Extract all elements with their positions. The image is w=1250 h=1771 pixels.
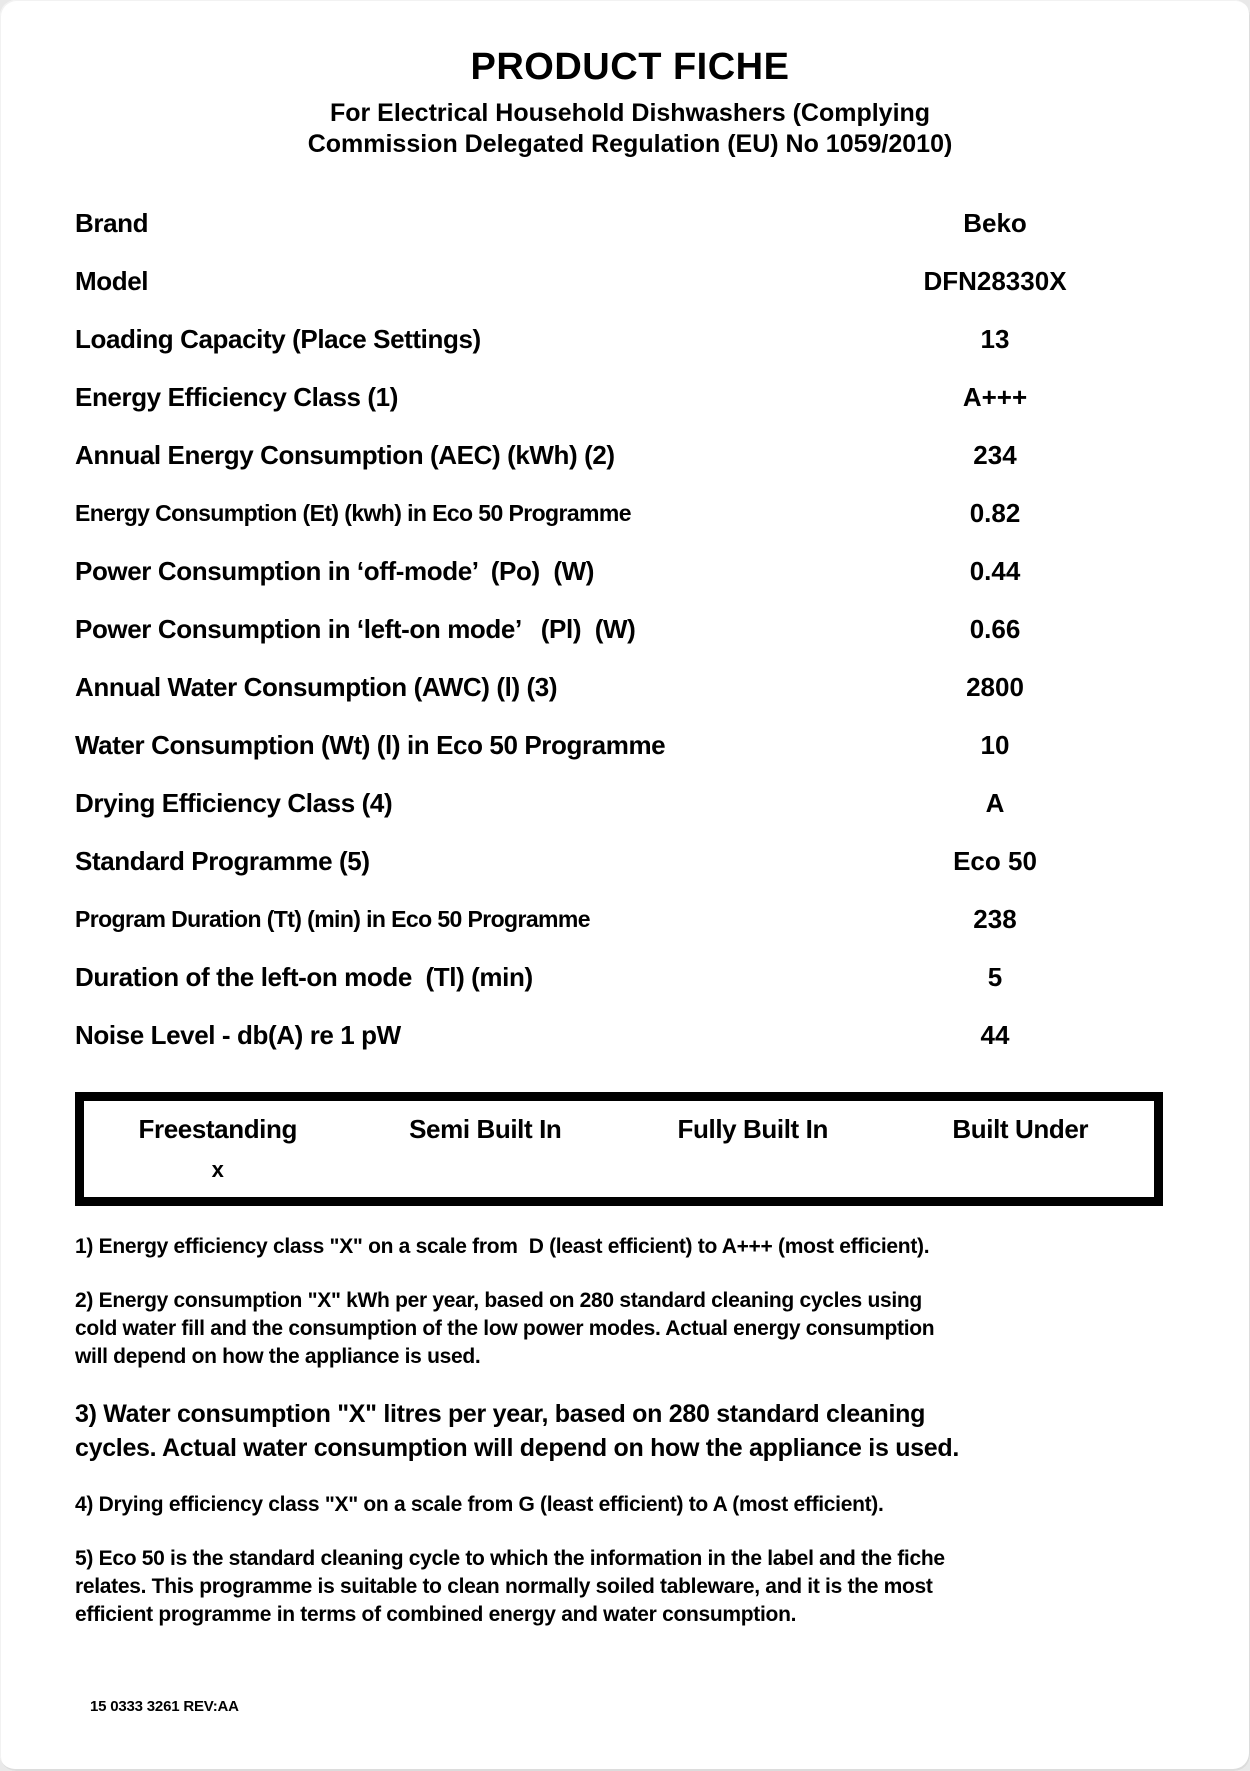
footnote: 1) Energy efficiency class "X" on a scal…	[75, 1233, 1185, 1261]
footnote-line: 5) Eco 50 is the standard cleaning cycle…	[75, 1547, 945, 1570]
spec-value: A	[985, 787, 1005, 818]
spec-value: A+++	[962, 381, 1028, 412]
spec-row: Drying Efficiency Class (4) A	[75, 774, 1185, 832]
spec-row: Noise Level - db(A) re 1 pW 44	[75, 1006, 1185, 1064]
footnote-line: cold water fill and the consumption of t…	[75, 1317, 935, 1340]
installation-column: Fully Built In	[619, 1114, 887, 1197]
footnote-line: efficient programme in terms of combined…	[75, 1603, 797, 1626]
spec-label: Annual Energy Consumption (AEC) (kWh) (2…	[75, 439, 615, 470]
spec-row: Model DFN28330X	[75, 252, 1185, 310]
spec-label: Duration of the left-on mode (Tl) (min)	[75, 961, 533, 992]
spec-value: 10	[980, 729, 1010, 760]
spec-value: 5	[987, 961, 1003, 992]
spec-value: 234	[973, 439, 1017, 470]
spec-table: Brand Beko Model DFN28330X Loading Capac…	[75, 194, 1185, 1064]
spec-value: Eco 50	[953, 845, 1037, 876]
spec-row: Duration of the left-on mode (Tl) (min) …	[75, 948, 1185, 1006]
spec-value: 2800	[966, 671, 1024, 702]
spec-row: Energy Consumption (Et) (kwh) in Eco 50 …	[75, 484, 1185, 542]
footnote-line: relates. This programme is suitable to c…	[75, 1575, 933, 1598]
spec-row: Loading Capacity (Place Settings) 13	[75, 310, 1185, 368]
footnote-line: 2) Energy consumption "X" kWh per year, …	[75, 1289, 922, 1312]
installation-label: Built Under	[952, 1114, 1089, 1144]
spec-row: Water Consumption (Wt) (l) in Eco 50 Pro…	[75, 716, 1185, 774]
page-title: PRODUCT FICHE	[470, 46, 790, 88]
installation-type-box: Freestanding x Semi Built In Fully Built…	[75, 1092, 1163, 1206]
subtitle-line: Commission Delegated Regulation (EU) No …	[307, 130, 953, 158]
spec-label: Standard Programme (5)	[75, 845, 370, 876]
spec-row: Power Consumption in ‘off-mode’ (Po) (W)…	[75, 542, 1185, 600]
spec-row: Annual Water Consumption (AWC) (l) (3) 2…	[75, 658, 1185, 716]
installation-mark: x	[211, 1157, 224, 1182]
installation-column: Semi Built In	[352, 1114, 620, 1197]
spec-label: Program Duration (Tt) (min) in Eco 50 Pr…	[75, 905, 591, 932]
spec-row: Standard Programme (5) Eco 50	[75, 832, 1185, 890]
footnote-line: 4) Drying efficiency class "X" on a scal…	[75, 1493, 884, 1516]
spec-label: Noise Level - db(A) re 1 pW	[75, 1019, 401, 1050]
footnotes: 1) Energy efficiency class "X" on a scal…	[75, 1233, 1185, 1629]
footnote-line: 3) Water consumption "X" litres per year…	[75, 1400, 926, 1428]
spec-label: Water Consumption (Wt) (l) in Eco 50 Pro…	[75, 729, 666, 760]
spec-label: Power Consumption in ‘off-mode’ (Po) (W)	[75, 555, 595, 586]
spec-row: Power Consumption in ‘left-on mode’ (Pl)…	[75, 600, 1185, 658]
footnote: 5) Eco 50 is the standard cleaning cycle…	[75, 1545, 1185, 1629]
spec-value: 0.44	[969, 555, 1021, 586]
page-subtitle: For Electrical Household Dishwashers (Co…	[75, 98, 1185, 160]
footnote-line: 1) Energy efficiency class "X" on a scal…	[75, 1235, 930, 1258]
spec-label: Energy Consumption (Et) (kwh) in Eco 50 …	[75, 499, 632, 526]
footnote: 4) Drying efficiency class "X" on a scal…	[75, 1491, 1185, 1519]
footnote: 2) Energy consumption "X" kWh per year, …	[75, 1287, 1185, 1371]
installation-column: Freestanding x	[84, 1114, 352, 1197]
spec-label: Brand	[75, 207, 149, 238]
spec-value: DFN28330X	[923, 265, 1067, 296]
subtitle-line: For Electrical Household Dishwashers (Co…	[329, 99, 931, 127]
spec-label: Power Consumption in ‘left-on mode’ (Pl)…	[75, 613, 636, 644]
spec-value: 44	[980, 1019, 1010, 1050]
installation-label: Semi Built In	[409, 1114, 562, 1144]
spec-row: Brand Beko	[75, 194, 1185, 252]
spec-row: Energy Efficiency Class (1) A+++	[75, 368, 1185, 426]
footnote-line: cycles. Actual water consumption will de…	[75, 1434, 960, 1462]
installation-column: Built Under	[887, 1114, 1155, 1197]
installation-label: Fully Built In	[677, 1114, 829, 1144]
installation-label: Freestanding	[138, 1114, 298, 1144]
spec-label: Energy Efficiency Class (1)	[75, 381, 398, 412]
document-code: 15 0333 3261 REV:AA	[90, 1698, 239, 1715]
spec-label: Annual Water Consumption (AWC) (l) (3)	[75, 671, 558, 702]
footnote: 3) Water consumption "X" litres per year…	[75, 1397, 1185, 1465]
footnote-line: will depend on how the appliance is used…	[75, 1345, 481, 1368]
spec-row: Program Duration (Tt) (min) in Eco 50 Pr…	[75, 890, 1185, 948]
spec-value: 238	[973, 903, 1017, 934]
spec-label: Loading Capacity (Place Settings)	[75, 323, 481, 354]
spec-label: Model	[75, 265, 149, 296]
spec-value: 0.82	[969, 497, 1021, 528]
spec-value: 0.66	[969, 613, 1021, 644]
spec-row: Annual Energy Consumption (AEC) (kWh) (2…	[75, 426, 1185, 484]
spec-value: 13	[980, 323, 1010, 354]
spec-label: Drying Efficiency Class (4)	[75, 787, 393, 818]
spec-value: Beko	[963, 207, 1027, 238]
